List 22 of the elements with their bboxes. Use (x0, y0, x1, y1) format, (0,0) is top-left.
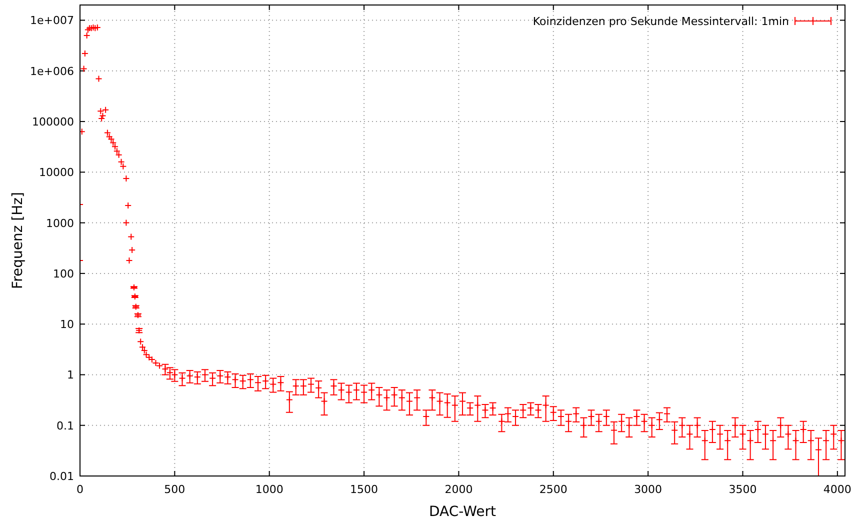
y-tick-label: 1000 (46, 216, 74, 230)
y-tick-label: 1 (67, 368, 74, 382)
x-tick-label: 3500 (728, 483, 757, 496)
x-axis-title: DAC-Wert (428, 504, 497, 520)
y-tick-label: 100000 (32, 116, 74, 129)
x-tick-label: 2000 (444, 483, 473, 496)
x-tick-label: 0 (76, 483, 84, 496)
x-tick-label: 3000 (634, 483, 662, 496)
y-tick-label: 10 (60, 318, 74, 332)
x-tick-label: 2500 (539, 483, 568, 496)
y-axis-title: Frequenz [Hz] (10, 192, 26, 289)
x-tick-label: 1500 (350, 483, 378, 496)
y-tick-label: 10000 (39, 166, 74, 180)
y-tick-label: 0.01 (50, 470, 74, 483)
x-tick-label: 4000 (823, 483, 852, 496)
x-tick-label: 500 (164, 483, 186, 496)
y-tick-label: 1e+006 (30, 64, 74, 78)
y-tick-label: 0.1 (56, 419, 74, 432)
y-tick-label: 100 (53, 267, 74, 280)
x-tick-label: 1000 (255, 483, 284, 496)
y-tick-label: 1e+007 (30, 14, 74, 28)
legend-label: Koinzidenzen pro Sekunde Messintervall: 1min (532, 15, 790, 28)
